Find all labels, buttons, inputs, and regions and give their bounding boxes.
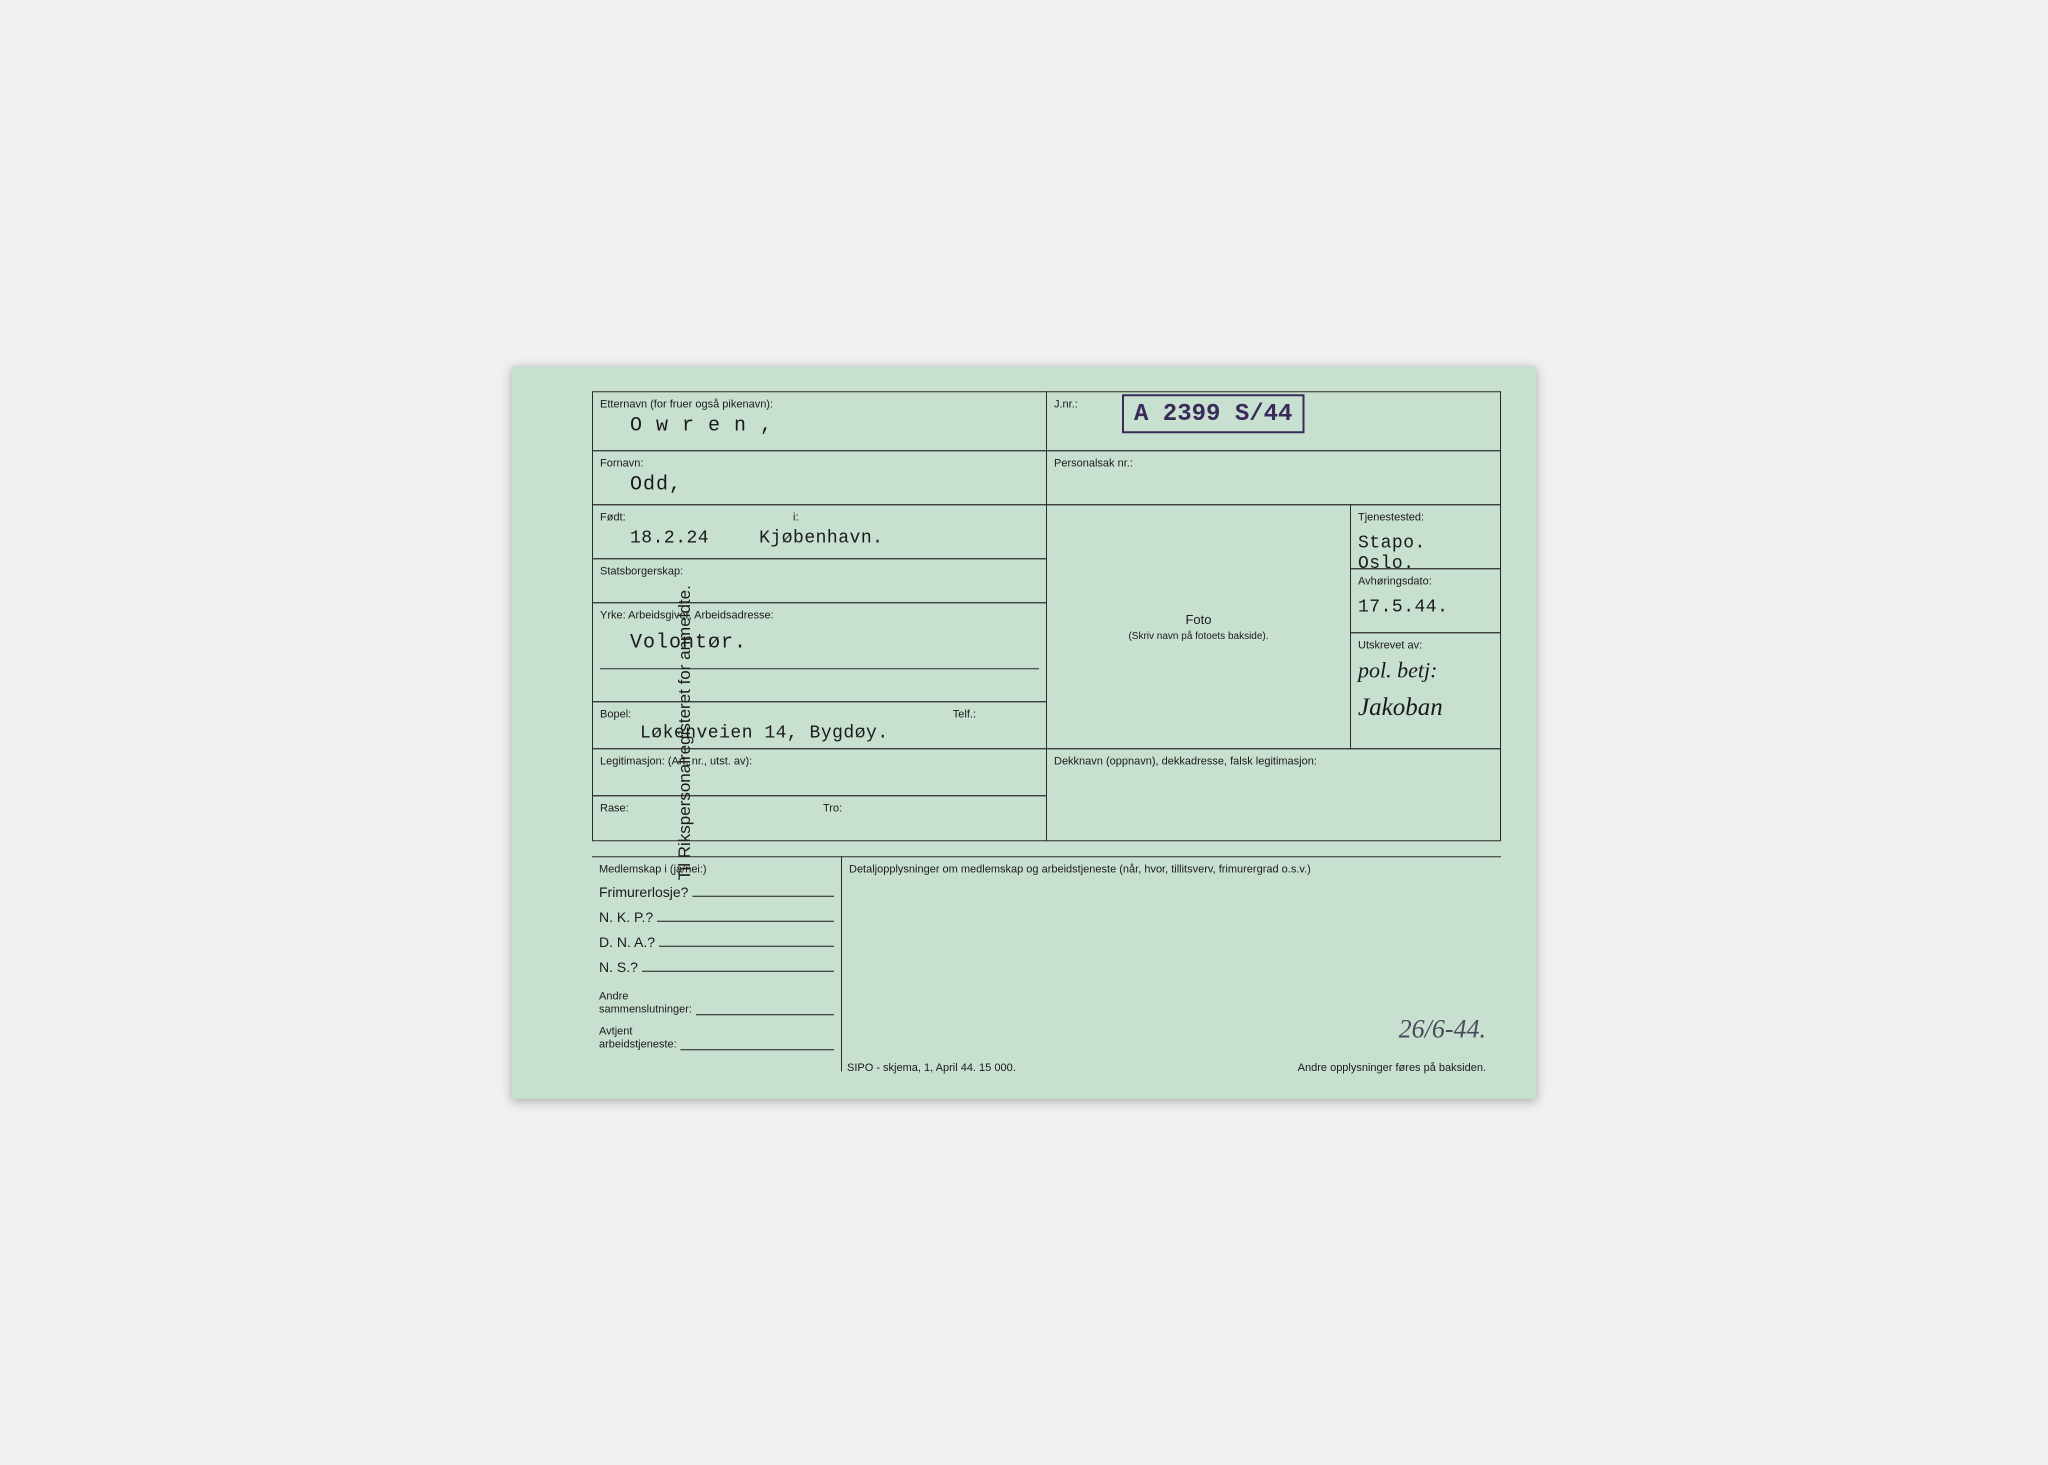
- field-avhoringsdato: Avhøringsdato: 17.5.44.: [1350, 568, 1501, 633]
- field-bopel: Bopel: Telf.: Løkenveien 14, Bygdøy.: [592, 701, 1047, 749]
- signature-2: Jakoban: [1358, 692, 1493, 721]
- label-tjenestested: Tjenestested:: [1358, 510, 1493, 523]
- label-tro: Tro:: [823, 801, 842, 814]
- handwritten-date: 26/6-44.: [1399, 1014, 1486, 1044]
- field-jnr: J.nr.: A 2399 S/44: [1046, 391, 1501, 451]
- value-avhoringsdato: 17.5.44.: [1358, 596, 1493, 617]
- field-dekknavn: Dekknavn (oppnavn), dekkadresse, falsk l…: [1046, 748, 1501, 841]
- label-avhoringsdato: Avhøringsdato:: [1358, 574, 1493, 587]
- record-card: Til Rikspersonalregisteret for anmeldte.…: [512, 366, 1536, 1099]
- label-fodt-i: i:: [793, 510, 799, 523]
- label-legitimasjon: Legitimasjon: (Art, nr., utst. av):: [600, 754, 1039, 767]
- field-utskrevet: Utskrevet av: pol. betj: Jakoban: [1350, 632, 1501, 749]
- field-yrke: Yrke: Arbeidsgiver, Arbeidsadresse: Volo…: [592, 602, 1047, 702]
- field-fornavn: Fornavn: Odd,: [592, 450, 1047, 505]
- value-fornavn: Odd,: [600, 473, 1039, 496]
- line-ns: N. S.?: [599, 959, 834, 975]
- label-foto: Foto: [1185, 612, 1211, 628]
- label-foto-note: (Skriv navn på fotoets bakside).: [1128, 630, 1268, 642]
- form-area: Etternavn (for fruer også pikenavn): O w…: [592, 391, 1506, 1074]
- value-bopel: Løkenveien 14, Bygdøy.: [600, 722, 1039, 743]
- field-personalsak: Personalsak nr.:: [1046, 450, 1501, 505]
- label-yrke: Yrke: Arbeidsgiver, Arbeidsadresse:: [600, 608, 1039, 621]
- field-fodt: Født: i: 18.2.24 Kjøbenhavn.: [592, 504, 1047, 559]
- line-avtjent: Avtjent arbeidstjeneste:: [599, 1024, 834, 1050]
- label-frimurerlosje: Frimurerlosje?: [599, 884, 688, 900]
- field-etternavn: Etternavn (for fruer også pikenavn): O w…: [592, 391, 1047, 451]
- footer-right: Andre opplysninger føres på baksiden.: [1298, 1061, 1486, 1074]
- label-fodt: Født:: [600, 510, 626, 523]
- label-dekknavn: Dekknavn (oppnavn), dekkadresse, falsk l…: [1054, 754, 1493, 767]
- label-dna: D. N. A.?: [599, 934, 655, 950]
- signature-1: pol. betj:: [1358, 657, 1493, 683]
- label-detalj: Detaljopplysninger om medlemskap og arbe…: [849, 862, 1494, 875]
- label-sammenslutninger: sammenslutninger:: [599, 1002, 692, 1015]
- field-legitimasjon: Legitimasjon: (Art, nr., utst. av):: [592, 748, 1047, 796]
- field-tjenestested: Tjenestested: Stapo. Oslo.: [1350, 504, 1501, 569]
- label-avtjent: Avtjent: [599, 1024, 677, 1037]
- label-rase: Rase:: [600, 801, 629, 814]
- label-telf: Telf.:: [953, 707, 976, 720]
- field-rase-tro: Rase: Tro:: [592, 795, 1047, 841]
- label-utskrevet: Utskrevet av:: [1358, 638, 1493, 651]
- line-andre: Andre sammenslutninger:: [599, 989, 834, 1015]
- label-statsborgerskap: Statsborgerskap:: [600, 564, 1039, 577]
- jnr-stamp: A 2399 S/44: [1122, 394, 1304, 433]
- field-statsborgerskap: Statsborgerskap:: [592, 558, 1047, 603]
- label-personalsak: Personalsak nr.:: [1054, 456, 1493, 469]
- value-etternavn: O w r e n ,: [600, 414, 1039, 437]
- value-fodt: 18.2.24: [630, 527, 709, 548]
- line-dna: D. N. A.?: [599, 934, 834, 950]
- value-fodt-sted: Kjøbenhavn.: [759, 527, 883, 548]
- field-foto: Foto (Skriv navn på fotoets bakside).: [1046, 504, 1351, 749]
- field-medlemskap: Medlemskap i (ja/nei:) Frimurerlosje? N.…: [592, 856, 842, 1071]
- label-etternavn: Etternavn (for fruer også pikenavn):: [600, 397, 1039, 410]
- label-ns: N. S.?: [599, 959, 638, 975]
- value-yrke: Volontør.: [600, 631, 1039, 654]
- label-arbeidstjeneste: arbeidstjeneste:: [599, 1037, 677, 1050]
- value-tjenestested: Stapo. Oslo.: [1358, 532, 1493, 573]
- label-nkp: N. K. P.?: [599, 909, 653, 925]
- footer-left: SIPO - skjema, 1, April 44. 15 000.: [847, 1061, 1016, 1074]
- label-bopel: Bopel:: [600, 707, 631, 720]
- label-fornavn: Fornavn:: [600, 456, 1039, 469]
- label-andre: Andre: [599, 989, 692, 1002]
- line-nkp: N. K. P.?: [599, 909, 834, 925]
- line-frimurerlosje: Frimurerlosje?: [599, 884, 834, 900]
- label-medlemskap: Medlemskap i (ja/nei:): [599, 862, 834, 875]
